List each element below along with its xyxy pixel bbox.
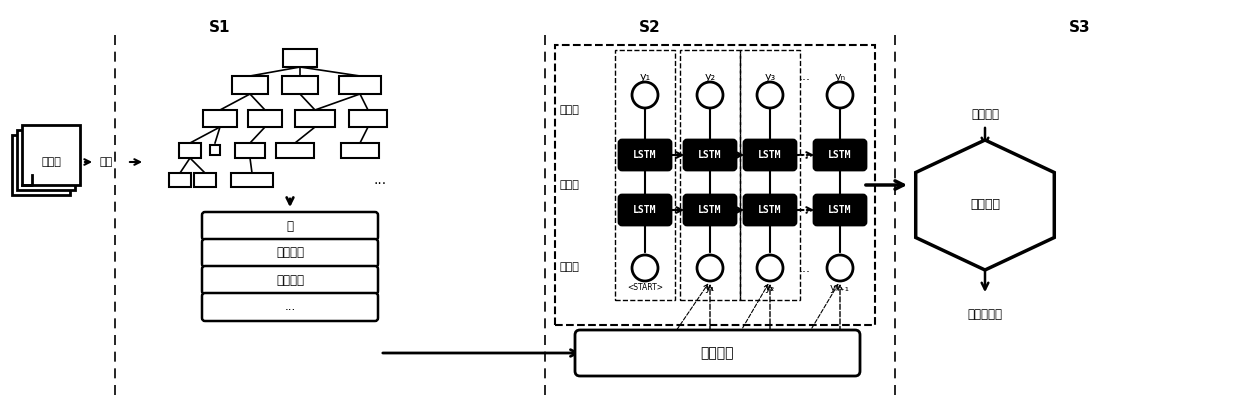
FancyBboxPatch shape xyxy=(169,173,191,187)
Text: 类: 类 xyxy=(286,220,294,232)
Text: y₁: y₁ xyxy=(640,72,651,82)
Text: S2: S2 xyxy=(639,20,661,35)
FancyBboxPatch shape xyxy=(744,195,796,225)
FancyBboxPatch shape xyxy=(248,110,281,126)
FancyBboxPatch shape xyxy=(619,140,671,170)
Text: ...: ... xyxy=(373,173,387,187)
FancyBboxPatch shape xyxy=(281,76,317,94)
Text: LSTM: LSTM xyxy=(634,205,657,215)
FancyBboxPatch shape xyxy=(202,293,378,321)
Circle shape xyxy=(756,82,782,108)
FancyBboxPatch shape xyxy=(231,173,273,187)
Text: y₁: y₁ xyxy=(704,283,715,293)
FancyBboxPatch shape xyxy=(813,140,866,170)
Circle shape xyxy=(697,82,723,108)
Text: LSTM: LSTM xyxy=(698,150,722,160)
Text: y₂: y₂ xyxy=(704,72,715,82)
FancyBboxPatch shape xyxy=(277,142,314,157)
Circle shape xyxy=(827,255,853,281)
Text: y₂: y₂ xyxy=(765,283,775,293)
Circle shape xyxy=(632,82,658,108)
Text: LSTM: LSTM xyxy=(828,150,852,160)
FancyBboxPatch shape xyxy=(202,239,378,267)
Text: S3: S3 xyxy=(1069,20,1091,35)
FancyBboxPatch shape xyxy=(202,212,378,240)
Text: ...: ... xyxy=(797,204,812,216)
Text: 输入层: 输入层 xyxy=(560,262,580,272)
FancyBboxPatch shape xyxy=(232,76,268,94)
FancyBboxPatch shape xyxy=(12,135,69,195)
FancyBboxPatch shape xyxy=(283,49,317,67)
Circle shape xyxy=(756,255,782,281)
FancyBboxPatch shape xyxy=(236,142,265,157)
Text: ...: ... xyxy=(799,70,811,83)
FancyBboxPatch shape xyxy=(341,142,379,157)
Text: ...: ... xyxy=(284,301,295,314)
Text: yₙ₋₁: yₙ₋₁ xyxy=(830,283,849,293)
Text: 引入令牌: 引入令牌 xyxy=(701,346,734,360)
Text: LSTM: LSTM xyxy=(758,150,781,160)
FancyBboxPatch shape xyxy=(210,145,219,155)
Text: 代码片段: 代码片段 xyxy=(971,108,999,121)
Text: 方法列表: 方法列表 xyxy=(277,247,304,259)
Text: LSTM: LSTM xyxy=(828,205,852,215)
FancyBboxPatch shape xyxy=(179,142,201,157)
Text: LSTM: LSTM xyxy=(634,150,657,160)
Text: 隐藏层: 隐藏层 xyxy=(560,180,580,190)
Text: 解析: 解析 xyxy=(100,157,113,167)
FancyBboxPatch shape xyxy=(813,195,866,225)
Text: 补全的代码: 补全的代码 xyxy=(967,308,1002,321)
FancyBboxPatch shape xyxy=(744,140,796,170)
Text: LSTM: LSTM xyxy=(698,205,722,215)
FancyBboxPatch shape xyxy=(202,266,378,294)
FancyBboxPatch shape xyxy=(22,125,81,185)
Text: 输出层: 输出层 xyxy=(560,105,580,115)
Text: 代码令牌: 代码令牌 xyxy=(277,274,304,286)
FancyBboxPatch shape xyxy=(203,110,237,126)
Text: LSTM: LSTM xyxy=(758,205,781,215)
Circle shape xyxy=(827,82,853,108)
Circle shape xyxy=(632,255,658,281)
Circle shape xyxy=(697,255,723,281)
FancyBboxPatch shape xyxy=(684,195,737,225)
Text: 语言模型: 语言模型 xyxy=(970,198,999,211)
FancyBboxPatch shape xyxy=(193,173,216,187)
Text: y₃: y₃ xyxy=(764,72,776,82)
FancyBboxPatch shape xyxy=(339,76,381,94)
FancyBboxPatch shape xyxy=(348,110,387,126)
FancyBboxPatch shape xyxy=(684,140,737,170)
Text: S1: S1 xyxy=(210,20,231,35)
FancyBboxPatch shape xyxy=(295,110,335,126)
FancyBboxPatch shape xyxy=(619,195,671,225)
FancyBboxPatch shape xyxy=(17,130,74,190)
Text: yₙ: yₙ xyxy=(835,72,846,82)
Polygon shape xyxy=(915,140,1054,270)
Text: ...: ... xyxy=(799,261,811,274)
Text: <START>: <START> xyxy=(627,283,663,292)
FancyBboxPatch shape xyxy=(575,330,861,376)
Text: 源文件: 源文件 xyxy=(41,157,61,167)
Text: ...: ... xyxy=(797,148,812,162)
